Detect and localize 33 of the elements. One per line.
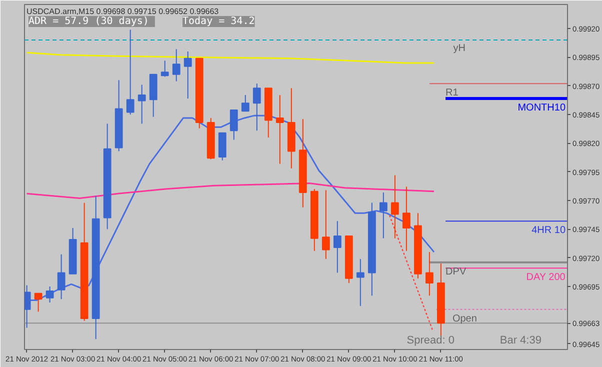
candlestick — [46, 286, 54, 304]
candlestick — [160, 60, 169, 78]
line-series — [26, 52, 435, 64]
line-series — [26, 182, 435, 199]
candlestick — [390, 174, 399, 239]
candlestick — [322, 190, 330, 260]
annotation: Spread: 0 — [406, 334, 454, 346]
candlestick — [379, 192, 388, 239]
candlestick — [126, 29, 134, 116]
candlestick — [172, 48, 180, 82]
candlestick — [426, 252, 434, 296]
candlestick — [252, 83, 261, 132]
annotation: Today = 34.2 — [182, 16, 255, 27]
ref-line-label: Open — [452, 313, 477, 324]
candlestick — [138, 84, 146, 124]
candlestick — [333, 220, 342, 274]
ref-line-label: R1 — [446, 88, 459, 99]
ref-line-label: DPV — [446, 266, 466, 278]
ref-line-label: 4HR 10 — [532, 225, 566, 236]
annotation: yH — [453, 43, 466, 54]
candlestick — [34, 292, 42, 312]
candlestick — [57, 254, 66, 300]
candlestick — [230, 109, 238, 140]
candlestick — [184, 50, 192, 99]
candlestick — [402, 186, 410, 252]
annotation: ADR = 57.9 (30 days) — [28, 16, 149, 27]
ref-line-label: MONTH10 — [518, 102, 566, 114]
annotation: Bar 4:39 — [500, 334, 542, 346]
candlestick — [241, 94, 250, 112]
ref-line-label: DAY 200 — [526, 272, 566, 284]
candlestick — [276, 94, 284, 164]
chart-title: USDCAD.arm,M15 0.99698 0.99715 0.99652 0.99663 — [26, 7, 220, 16]
candlestick — [356, 258, 364, 306]
